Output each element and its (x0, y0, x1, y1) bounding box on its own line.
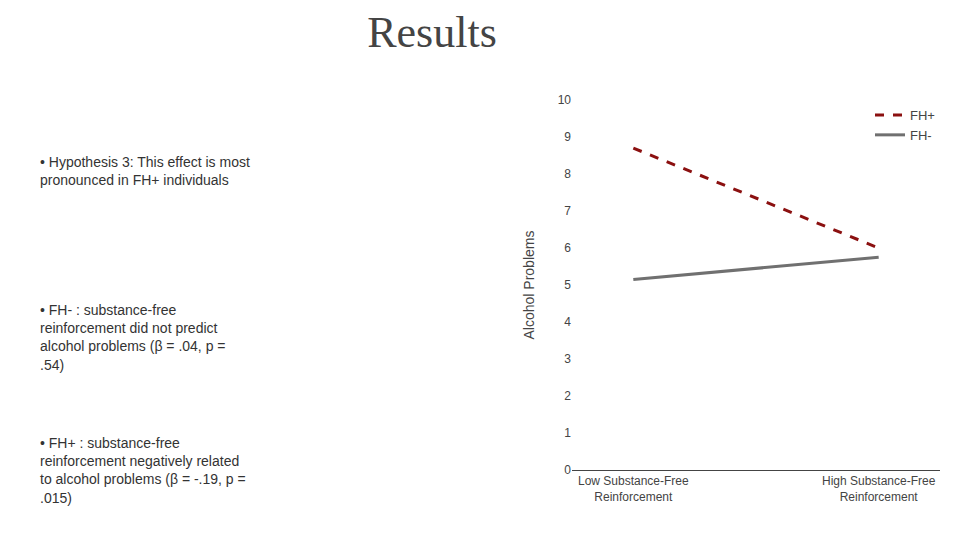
svg-text:7: 7 (564, 204, 571, 218)
svg-text:3: 3 (564, 352, 571, 366)
svg-text:Alcohol Problems: Alcohol Problems (521, 231, 537, 340)
svg-text:6: 6 (564, 241, 571, 255)
svg-text:FH-: FH- (910, 128, 932, 143)
svg-text:1: 1 (564, 426, 571, 440)
svg-text:• FH+ : substance-freereinforc: • FH+ : substance-freereinforcement nega… (40, 435, 246, 506)
svg-text:8: 8 (564, 167, 571, 181)
svg-text:High Substance-FreeReinforceme: High Substance-FreeReinforcement (822, 474, 936, 504)
svg-text:Results: Results (367, 8, 497, 57)
svg-text:FH+: FH+ (910, 108, 935, 123)
svg-text:• FH- : substance-freereinforc: • FH- : substance-freereinforcement did … (40, 302, 226, 373)
svg-text:4: 4 (564, 315, 571, 329)
svg-text:10: 10 (558, 93, 572, 107)
svg-text:5: 5 (564, 278, 571, 292)
svg-text:• Hypothesis 3: This effect is: • Hypothesis 3: This effect is mostprono… (40, 154, 250, 188)
svg-text:9: 9 (564, 130, 571, 144)
svg-text:2: 2 (564, 389, 571, 403)
svg-text:Low Substance-FreeReinforcemen: Low Substance-FreeReinforcement (578, 474, 689, 504)
svg-text:0: 0 (564, 463, 571, 477)
